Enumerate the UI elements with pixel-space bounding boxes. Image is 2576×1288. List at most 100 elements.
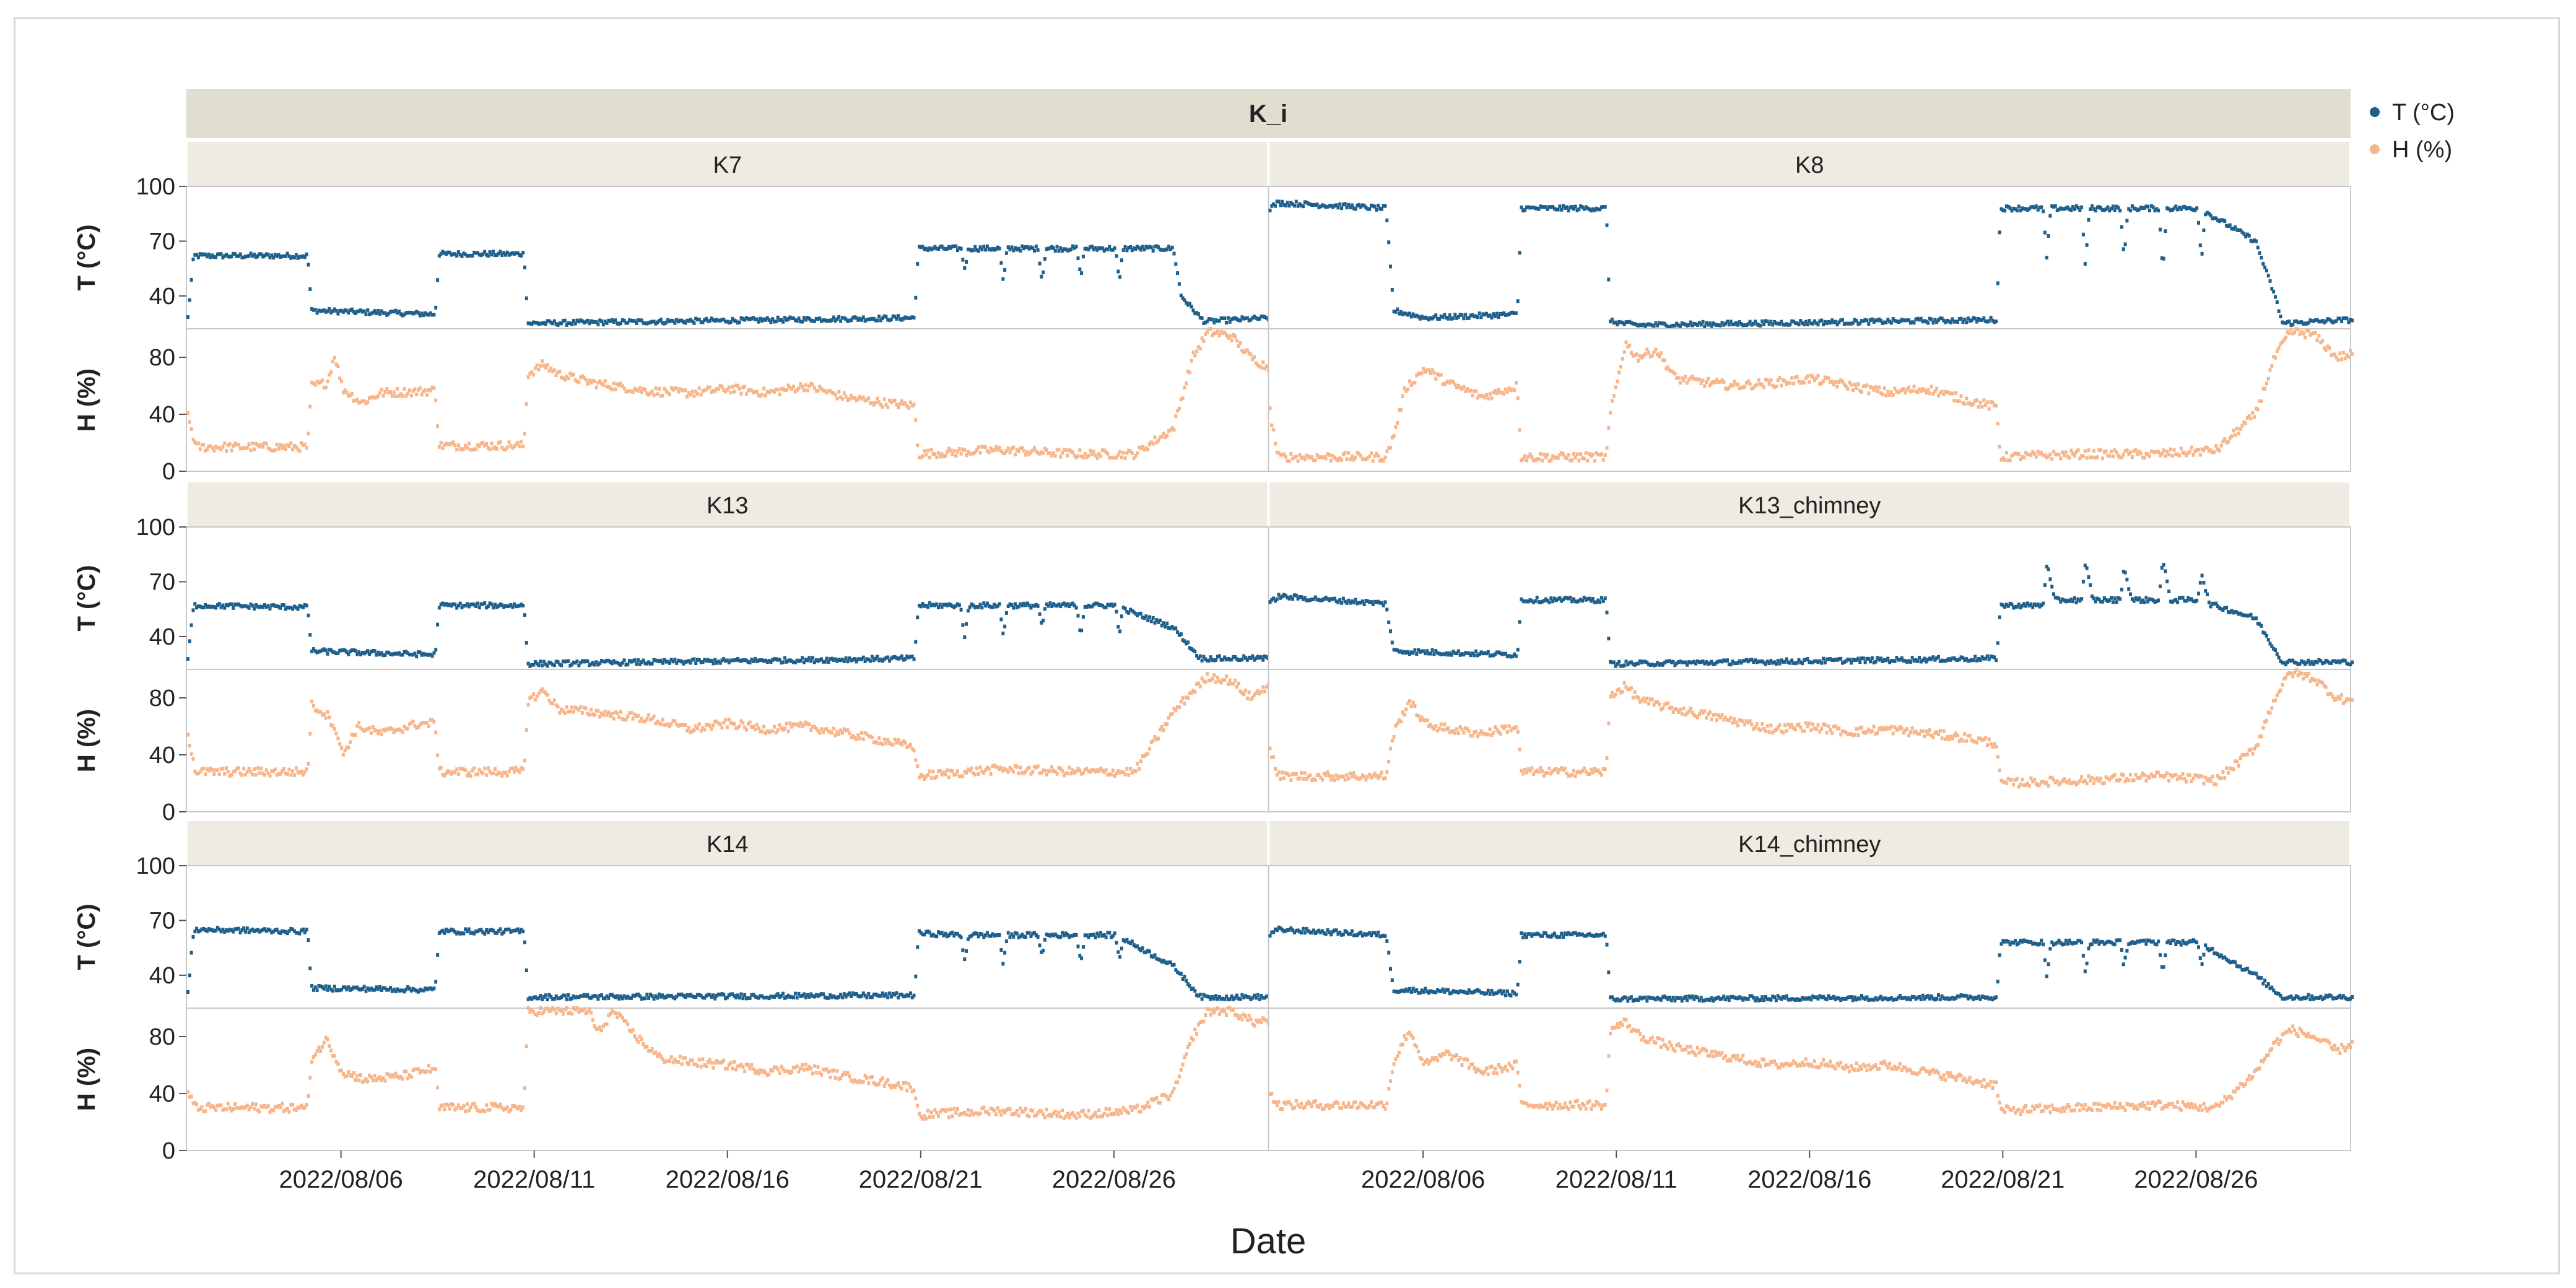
humidity-series-point <box>2019 782 2022 786</box>
temperature-series-point <box>2216 218 2219 222</box>
temperature-series-point <box>935 602 939 606</box>
humidity-series-point <box>1371 459 1375 463</box>
temperature-series-point <box>1263 315 1266 319</box>
humidity-series-point <box>334 731 338 736</box>
humidity-series-point <box>279 443 282 447</box>
temperature-series-point <box>1978 318 1982 322</box>
temperature-series-point <box>373 649 376 653</box>
temperature-series-point <box>349 649 352 653</box>
temperature-series-point <box>1176 271 1180 276</box>
humidity-series-point <box>364 401 368 406</box>
humidity-series-point <box>952 449 956 453</box>
temperature-series-point <box>1253 658 1256 662</box>
humidity-series-point <box>2244 752 2248 757</box>
temperature-series-point <box>1624 320 1628 324</box>
humidity-series-point <box>1253 693 1256 697</box>
temperature-series-point <box>1635 662 1638 666</box>
humidity-series-point <box>1437 373 1441 377</box>
humidity-series-point <box>1360 456 1364 461</box>
humidity-series-point <box>1717 713 1720 718</box>
humidity-series-point <box>2256 743 2260 747</box>
temperature-series-point <box>1895 320 1899 323</box>
temperature-series-point <box>215 603 219 607</box>
humidity-series-point <box>1814 727 1818 731</box>
humidity-series-point <box>1881 392 1884 396</box>
temperature-series-point <box>1591 597 1595 601</box>
temperature-series-point <box>1118 275 1122 279</box>
humidity-series-point <box>1999 458 2003 462</box>
humidity-series-point <box>2188 773 2191 777</box>
temperature-series-point <box>1923 656 1926 661</box>
temperature-series-point <box>568 664 572 668</box>
humidity-series-point <box>186 411 189 416</box>
temperature-series-point <box>2322 661 2326 664</box>
humidity-series-point <box>2239 756 2242 760</box>
temperature-series-point <box>497 251 500 256</box>
humidity-series-point <box>978 451 982 455</box>
humidity-series-point <box>1726 718 1729 722</box>
temperature-series-point <box>991 246 994 251</box>
temperature-series-point <box>705 659 708 663</box>
temperature-series-point <box>1790 658 1794 663</box>
humidity-series-point <box>624 389 628 394</box>
temperature-series-point <box>1940 658 1944 663</box>
humidity-series-point <box>263 441 266 445</box>
temperature-series-point <box>710 658 713 663</box>
humidity-series-point <box>556 705 560 709</box>
humidity-series-point <box>2263 386 2267 391</box>
humidity-series-point <box>996 765 999 770</box>
humidity-series-point <box>523 432 526 436</box>
humidity-series-point <box>1818 382 1822 386</box>
humidity-series-point <box>652 393 656 398</box>
humidity-series-point <box>744 392 748 396</box>
temperature-series-point <box>479 253 483 258</box>
temperature-series-point <box>842 659 846 663</box>
temperature-series-point <box>1563 596 1567 600</box>
humidity-series-point <box>1916 390 1920 394</box>
temperature-series-point <box>1689 661 1692 664</box>
temperature-series-point <box>2071 599 2074 604</box>
temperature-series-point <box>882 657 886 661</box>
temperature-series-point <box>2270 644 2274 648</box>
temperature-series-point <box>1057 249 1061 253</box>
temperature-series-point <box>1904 318 1907 323</box>
humidity-series-point <box>1712 713 1715 717</box>
humidity-series-point <box>891 742 895 747</box>
temperature-series-point <box>1601 599 1605 603</box>
humidity-series-point <box>1455 385 1459 389</box>
temperature-series-point <box>424 653 427 657</box>
humidity-series-point <box>347 746 350 750</box>
temperature-series-point <box>1221 658 1225 662</box>
temperature-series-point <box>1121 248 1125 252</box>
temperature-series-point <box>406 651 410 655</box>
temperature-series-point <box>620 318 624 322</box>
temperature-series-point <box>1841 318 1844 322</box>
humidity-series-point <box>1104 768 1108 772</box>
humidity-series-point <box>2155 450 2159 454</box>
humidity-series-point <box>680 388 684 393</box>
temperature-series-point <box>596 663 600 667</box>
humidity-series-point <box>1664 702 1668 706</box>
temperature-series-point <box>1174 262 1178 266</box>
temperature-series-point <box>455 253 459 258</box>
temperature-series-point <box>313 308 317 312</box>
temperature-series-point <box>490 253 494 257</box>
humidity-series-point <box>1264 685 1268 689</box>
humidity-series-point <box>268 773 272 778</box>
humidity-series-point <box>1398 718 1401 723</box>
temperature-series-point <box>713 658 717 662</box>
humidity-series-point <box>963 770 967 774</box>
temperature-series-point <box>1298 595 1302 599</box>
temperature-series-point <box>1164 625 1167 629</box>
temperature-series-point <box>1678 659 1682 664</box>
temperature-series-point <box>1663 321 1666 326</box>
temperature-series-point <box>919 604 923 609</box>
temperature-series-point <box>1207 317 1211 321</box>
humidity-series-point <box>678 387 682 391</box>
temperature-series-point <box>1387 620 1391 625</box>
humidity-series-point <box>830 391 833 394</box>
humidity-series-point <box>855 398 858 402</box>
humidity-series-point <box>985 449 989 453</box>
temperature-series-point <box>1908 659 1912 664</box>
humidity-series-point <box>1261 360 1265 364</box>
